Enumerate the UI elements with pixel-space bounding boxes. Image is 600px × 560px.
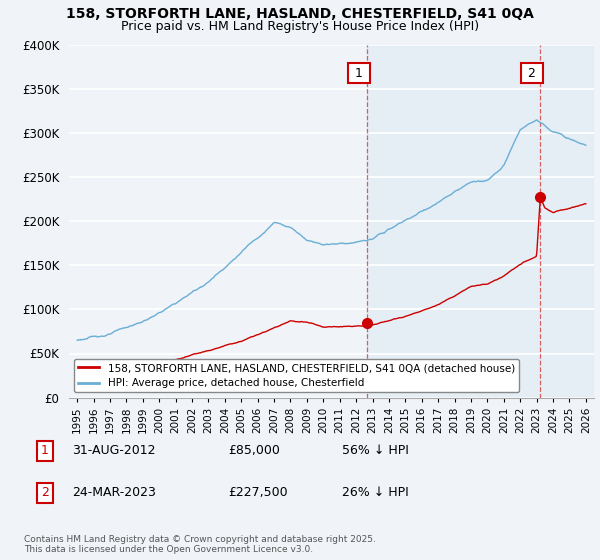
Text: 1: 1 <box>41 444 49 458</box>
Text: 56% ↓ HPI: 56% ↓ HPI <box>342 444 409 458</box>
Text: £85,000: £85,000 <box>228 444 280 458</box>
Text: 26% ↓ HPI: 26% ↓ HPI <box>342 486 409 500</box>
Text: 1: 1 <box>351 67 367 80</box>
Text: Contains HM Land Registry data © Crown copyright and database right 2025.
This d: Contains HM Land Registry data © Crown c… <box>24 535 376 554</box>
Text: 2: 2 <box>41 486 49 500</box>
Text: 2: 2 <box>524 67 540 80</box>
Text: 24-MAR-2023: 24-MAR-2023 <box>72 486 156 500</box>
Text: 31-AUG-2012: 31-AUG-2012 <box>72 444 155 458</box>
Text: Price paid vs. HM Land Registry's House Price Index (HPI): Price paid vs. HM Land Registry's House … <box>121 20 479 32</box>
Text: 158, STORFORTH LANE, HASLAND, CHESTERFIELD, S41 0QA: 158, STORFORTH LANE, HASLAND, CHESTERFIE… <box>66 7 534 21</box>
Bar <box>367 45 594 398</box>
Text: £227,500: £227,500 <box>228 486 287 500</box>
Legend: 158, STORFORTH LANE, HASLAND, CHESTERFIELD, S41 0QA (detached house), HPI: Avera: 158, STORFORTH LANE, HASLAND, CHESTERFIE… <box>74 359 519 393</box>
